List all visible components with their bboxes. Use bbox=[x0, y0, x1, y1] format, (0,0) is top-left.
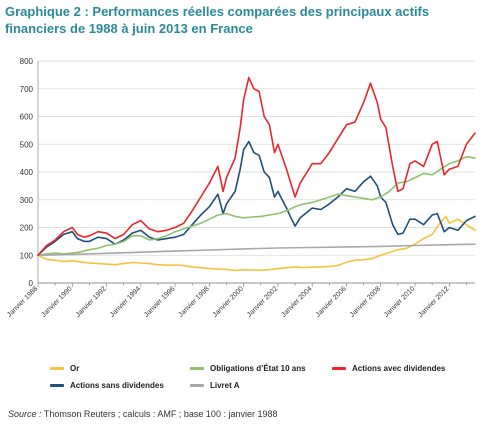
x-tick-label-2004: Janvier 2004 bbox=[280, 285, 313, 318]
x-tick-label-2010: Janvier 2010 bbox=[383, 285, 416, 318]
y-tick-label-200: 200 bbox=[20, 224, 34, 233]
x-tick-label-1990: Janvier 1990 bbox=[40, 285, 73, 318]
x-tick-label-1994: Janvier 1994 bbox=[109, 285, 142, 318]
series-line-1 bbox=[37, 140, 476, 257]
legend-item-or: Or bbox=[50, 364, 79, 373]
legend-label-livret: Livret A bbox=[210, 381, 240, 390]
y-tick-label-100: 100 bbox=[20, 251, 34, 260]
x-tick-label-2002: Janvier 2002 bbox=[246, 285, 279, 318]
x-tick-label-2006: Janvier 2006 bbox=[315, 285, 348, 318]
source-note: Source : Thomson Reuters ; calculs : AMF… bbox=[8, 409, 277, 419]
legend-swatch-or bbox=[50, 367, 64, 370]
legend-label-actions-avec: Actions avec dividendes bbox=[352, 364, 446, 373]
x-tick-label-1992: Janvier 1992 bbox=[75, 285, 108, 318]
source-text: Thomson Reuters ; calculs : AMF ; base 1… bbox=[41, 409, 278, 419]
legend-label-obligations: Obligations d’État 10 ans bbox=[210, 364, 306, 373]
legend-item-actions-sans: Actions sans dividendes bbox=[50, 381, 164, 390]
legend-swatch-obligations bbox=[190, 367, 204, 370]
x-tick-label-1996: Janvier 1996 bbox=[143, 285, 176, 318]
y-tick-label-500: 500 bbox=[20, 140, 34, 149]
legend-item-actions-avec: Actions avec dividendes bbox=[332, 364, 445, 373]
legend-swatch-livret bbox=[190, 384, 204, 387]
legend-swatch-actions-avec bbox=[332, 367, 346, 370]
y-tick-label-300: 300 bbox=[20, 196, 34, 205]
series-line-4 bbox=[37, 76, 476, 257]
x-tick-label-2008: Janvier 2008 bbox=[349, 285, 382, 318]
y-tick-label-800: 800 bbox=[20, 57, 34, 66]
chart-title: Graphique 2 : Performances réelles compa… bbox=[5, 4, 430, 36]
x-tick-label-2012: Janvier 2012 bbox=[417, 285, 450, 318]
series-line-3 bbox=[37, 243, 476, 257]
source-label: Source : bbox=[8, 409, 42, 419]
y-tick-label-400: 400 bbox=[20, 168, 34, 177]
legend-label-or: Or bbox=[70, 364, 80, 373]
x-tick-label-1988: Janvier 1988 bbox=[6, 285, 39, 318]
y-tick-label-600: 600 bbox=[20, 113, 34, 122]
legend-item-livret: Livret A bbox=[190, 381, 240, 390]
legend-swatch-actions-sans bbox=[50, 384, 64, 387]
x-tick-label-1998: Janvier 1998 bbox=[177, 285, 210, 318]
series-line-0 bbox=[37, 215, 476, 272]
y-tick-label-0: 0 bbox=[29, 279, 34, 288]
series-line-2 bbox=[37, 155, 476, 257]
legend: Or Obligations d’État 10 ans Actions ave… bbox=[50, 361, 480, 397]
legend-item-obligations: Obligations d’État 10 ans bbox=[190, 364, 306, 373]
x-tick-label-2000: Janvier 2000 bbox=[212, 285, 245, 318]
y-tick-label-700: 700 bbox=[20, 85, 34, 94]
legend-label-actions-sans: Actions sans dividendes bbox=[70, 381, 164, 390]
